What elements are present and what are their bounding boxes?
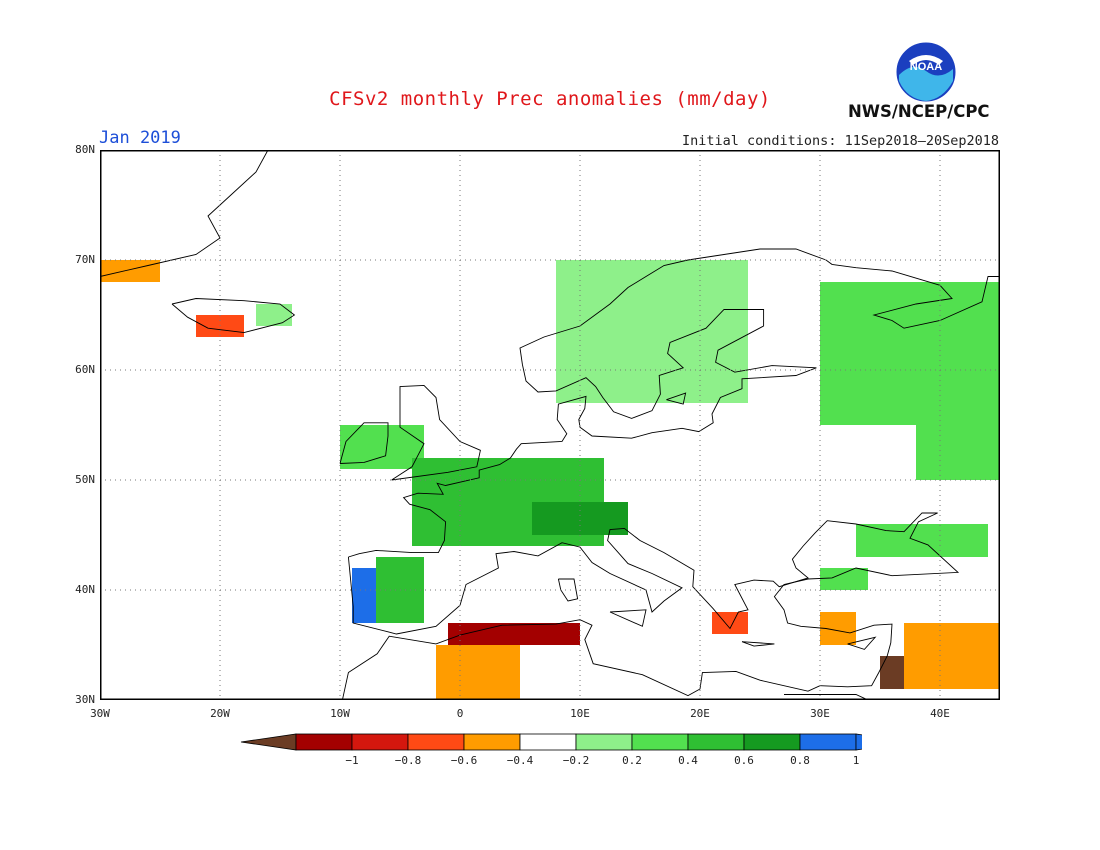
anomaly-cell [904, 623, 1000, 689]
coastline [609, 609, 647, 627]
colorbar-segment [743, 733, 801, 751]
coastline [391, 384, 481, 481]
colorbar-label: −0.8 [394, 754, 422, 767]
agency-label: NWS/NCEP/CPC [848, 102, 990, 121]
noaa-logo-text: NOAA [910, 61, 942, 73]
latitude-label: 30N [75, 693, 95, 706]
colorbar-min-triangle [240, 733, 297, 751]
anomaly-cell [448, 623, 580, 645]
anomaly-cell [556, 260, 748, 403]
colorbar-segment [463, 733, 521, 751]
colorbar-label: −0.4 [506, 754, 534, 767]
longitude-label: 20E [690, 707, 710, 720]
colorbar-label: 0.8 [790, 754, 810, 767]
noaa-seal-icon: NOAA [895, 41, 957, 103]
coastline [784, 694, 870, 700]
colorbar-segment [407, 733, 465, 751]
coastlines [100, 150, 1000, 700]
anomaly-cell [916, 392, 1000, 480]
latitude-label: 70N [75, 253, 95, 266]
colorbar-label: −0.6 [450, 754, 478, 767]
colorbar-segment [687, 733, 745, 751]
longitude-label: 10W [330, 707, 350, 720]
colorbar-segment [575, 733, 633, 751]
coastline [100, 150, 269, 277]
latitude-label: 50N [75, 473, 95, 486]
colorbar [240, 733, 862, 751]
coastline [339, 422, 389, 464]
anomaly-map [100, 150, 1000, 700]
longitude-label: 0 [456, 707, 464, 720]
coastline [666, 392, 687, 405]
colorbar-label: −1 [345, 754, 359, 767]
latitude-label: 40N [75, 583, 95, 596]
colorbar-label: 1 [852, 754, 860, 767]
colorbar-max-triangle [855, 733, 862, 751]
anomaly-cell [436, 645, 520, 700]
coastline [347, 512, 960, 635]
coastline [847, 636, 877, 650]
colorbar-label: 0.4 [678, 754, 698, 767]
colorbar-segment [799, 733, 857, 751]
coastline [773, 578, 893, 688]
longitude-label: 10E [570, 707, 590, 720]
chart-title: CFSv2 monthly Prec anomalies (mm/day) [329, 88, 771, 110]
colorbar-label: −0.2 [562, 754, 590, 767]
initial-conditions: Initial conditions: 11Sep2018–20Sep2018 [682, 133, 999, 149]
colorbar-label: 0.2 [622, 754, 642, 767]
anomaly-cell [256, 304, 292, 326]
anomaly-cell [856, 524, 988, 557]
latitude-label: 80N [75, 143, 95, 156]
colorbar-segment [351, 733, 409, 751]
anomaly-cell [712, 612, 748, 634]
forecast-month: Jan 2019 [99, 128, 181, 148]
coastline [519, 248, 1000, 365]
colorbar-label: 0.6 [734, 754, 754, 767]
colorbar-segment [519, 733, 577, 751]
coastline [341, 619, 821, 700]
longitude-label: 30W [90, 707, 110, 720]
longitude-label: 40E [930, 707, 950, 720]
longitude-label: 20W [210, 707, 230, 720]
anomaly-cell [100, 260, 160, 282]
anomaly-cell [880, 656, 904, 689]
latitude-label: 60N [75, 363, 95, 376]
coastline [557, 578, 579, 602]
coastline [348, 309, 817, 558]
lat-lon-grid [100, 150, 1000, 700]
colorbar-segment [631, 733, 689, 751]
coastline [171, 298, 296, 334]
colorbar-segment [295, 733, 353, 751]
longitude-label: 30E [810, 707, 830, 720]
anomaly-cell [820, 568, 868, 590]
coastline [741, 641, 775, 647]
anomaly-cell [340, 425, 424, 469]
map-border [100, 150, 1000, 700]
